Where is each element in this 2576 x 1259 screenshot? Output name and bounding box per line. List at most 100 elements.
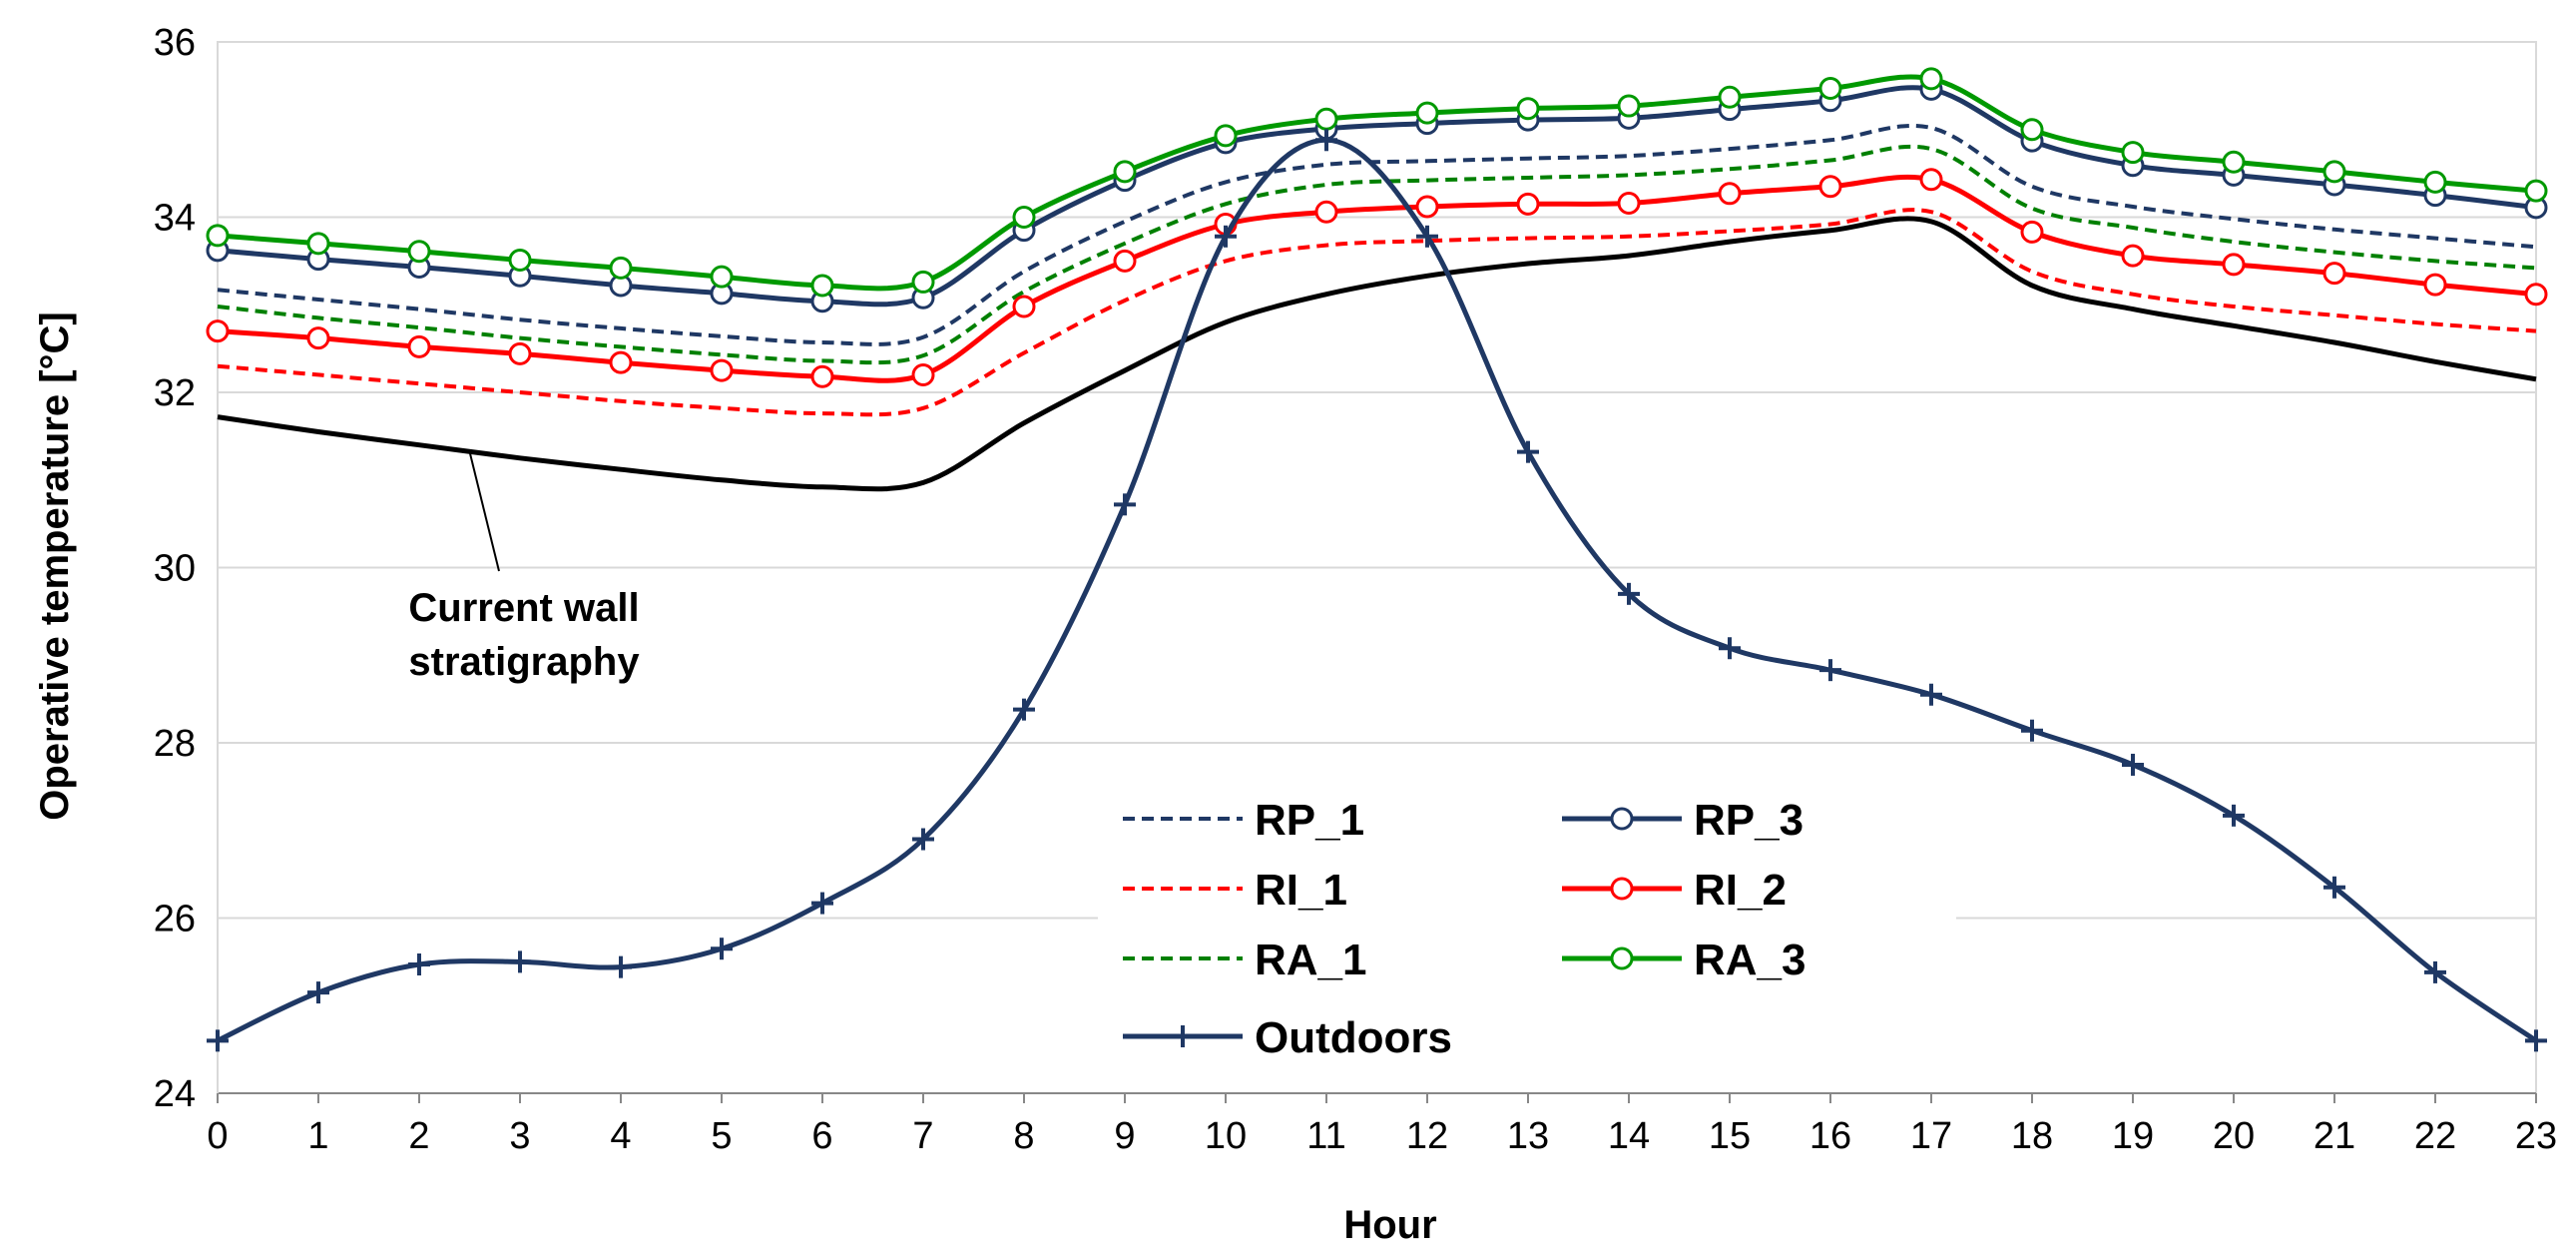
data-point: [710, 358, 734, 382]
data-point: [2525, 1029, 2547, 1052]
x-tick-label: 7: [912, 1115, 933, 1157]
data-point: [1617, 94, 1641, 118]
series-current-wall-stratigraphy: [217, 216, 2537, 492]
data-point: [2222, 150, 2246, 174]
x-tick-label: 19: [2112, 1115, 2154, 1157]
data-point: [609, 256, 633, 280]
data-point: [2424, 960, 2446, 983]
data-point: [1919, 67, 1943, 91]
data-point: [2121, 141, 2145, 165]
data-point: [1818, 77, 1842, 101]
data-point: [1315, 129, 1337, 152]
series-ra-1: [217, 144, 2537, 365]
data-point: [2222, 253, 2246, 277]
data-point: [508, 248, 532, 272]
data-point: [1516, 97, 1540, 121]
data-point: [1617, 191, 1641, 215]
data-point: [912, 828, 934, 851]
legend-label: Outdoors: [1255, 1013, 1452, 1062]
x-axis-title: Hour: [1343, 1203, 1436, 1247]
legend-label: RI_2: [1694, 866, 1787, 915]
data-point: [710, 265, 734, 289]
data-point: [911, 270, 935, 294]
legend-label: RA_1: [1255, 936, 1367, 984]
y-tick-label: 34: [154, 198, 196, 240]
y-tick-label: 36: [154, 22, 196, 64]
data-point: [2223, 804, 2245, 827]
x-tick-label: 0: [207, 1115, 228, 1157]
y-tick-label: 26: [154, 899, 196, 941]
data-point: [2322, 160, 2346, 184]
data-point: [609, 350, 633, 374]
data-point: [206, 224, 230, 248]
data-point: [1012, 295, 1036, 318]
x-tick-label: 1: [307, 1115, 328, 1157]
data-point: [2524, 179, 2548, 203]
data-point: [407, 240, 431, 264]
legend: RP_1 RP_3 RI_1 RI_2 RA_1 RA_3 Outdoors: [1098, 769, 1956, 1068]
data-point: [408, 953, 430, 976]
data-point: [1314, 200, 1338, 224]
data-point: [1516, 192, 1540, 216]
data-point: [1517, 440, 1539, 463]
data-point: [207, 1029, 229, 1052]
data-point: [1214, 124, 1238, 148]
x-tick-label: 12: [1406, 1115, 1448, 1157]
data-point: [2524, 283, 2548, 307]
legend-label: RP_1: [1255, 796, 1364, 845]
x-tick-label: 20: [2213, 1115, 2255, 1157]
data-point: [1818, 175, 1842, 199]
legend-entry: RA_1: [1123, 936, 1367, 984]
data-point: [1415, 195, 1439, 219]
x-tick-label: 13: [1507, 1115, 1549, 1157]
data-point: [1415, 101, 1439, 125]
legend-label: RI_1: [1255, 866, 1347, 915]
x-tick-label: 9: [1114, 1115, 1135, 1157]
data-point: [1718, 85, 1742, 109]
data-point: [509, 950, 531, 973]
data-point: [1416, 225, 1438, 248]
legend-entry: Outdoors: [1123, 1013, 1452, 1062]
annotation-text: stratigraphy: [408, 640, 640, 684]
legend-entry: RA_3: [1562, 936, 1806, 984]
data-point: [1215, 225, 1237, 248]
series-line: [217, 144, 2537, 365]
x-tick-label: 4: [610, 1115, 631, 1157]
x-tick-label: 11: [1306, 1115, 1345, 1157]
data-point: [407, 334, 431, 358]
x-tick-label: 6: [811, 1115, 832, 1157]
legend-entry: RI_2: [1562, 866, 1787, 915]
y-tick-label: 24: [154, 1073, 196, 1115]
series-line: [217, 85, 2537, 308]
legend-marker: [1610, 807, 1634, 831]
legend-entry: RP_3: [1562, 796, 1803, 845]
data-point: [1013, 698, 1035, 721]
data-point: [811, 892, 833, 915]
data-point: [1113, 160, 1137, 184]
series-layer: [206, 67, 2548, 1052]
x-tick-label: 21: [2314, 1115, 2355, 1157]
legend-label: RP_3: [1694, 796, 1803, 845]
x-tick-label: 14: [1608, 1115, 1650, 1157]
data-point: [1719, 637, 1741, 660]
data-point: [2323, 876, 2345, 899]
data-point: [206, 319, 230, 343]
legend-marker: [1610, 946, 1634, 970]
data-point: [1920, 683, 1942, 706]
series-outdoors: [207, 129, 2547, 1052]
annotation-leader-line: [468, 450, 500, 572]
data-point: [711, 938, 733, 960]
series-rp-1: [217, 123, 2537, 346]
series-ra-3: [206, 67, 2548, 298]
legend-entry: RI_1: [1123, 866, 1347, 915]
legend-marker: [1610, 877, 1634, 901]
data-point: [306, 232, 330, 256]
data-point: [2423, 273, 2447, 297]
data-point: [2121, 244, 2145, 268]
axis-ticks: 0 1 2 3 4 5 6 7 8 9 10 11 12 13 14 15 16 17 18 19 20 21 22 2324…: [154, 22, 2557, 1157]
data-point: [1113, 249, 1137, 273]
x-tick-label: 23: [2515, 1115, 2557, 1157]
series-ri-1: [217, 208, 2537, 417]
x-tick-label: 5: [711, 1115, 732, 1157]
